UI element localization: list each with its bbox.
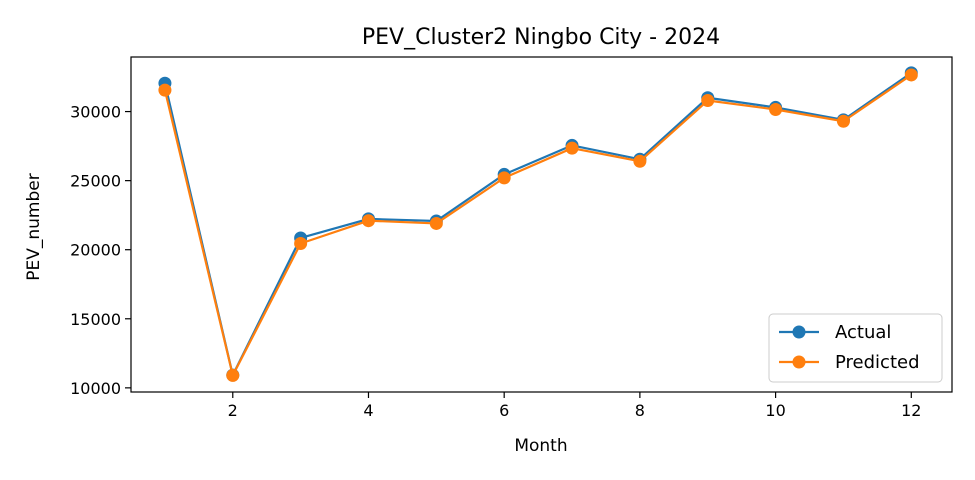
legend-label-predicted: Predicted [835, 352, 920, 373]
y-tick-label: 30000 [70, 103, 121, 122]
x-axis-label: Month [514, 436, 567, 456]
series-line-actual [163, 71, 912, 377]
x-tick-label: 2 [228, 401, 238, 420]
data-point-predicted [158, 83, 172, 97]
x-tick-label: 10 [765, 401, 785, 420]
chart-title: PEV_Cluster2 Ningbo City - 2024 [362, 25, 720, 50]
data-point-predicted [361, 214, 375, 228]
y-tick-label: 20000 [70, 241, 121, 260]
x-tick-label: 6 [499, 401, 509, 420]
data-point-predicted [769, 102, 783, 116]
plot-area: 2 4 6 8 10 12 10000 15000 20000 25000 30000 [70, 56, 953, 420]
y-tick-label: 15000 [70, 310, 121, 329]
data-point-predicted [565, 141, 579, 155]
x-tick-label: 12 [901, 401, 921, 420]
data-point-predicted [633, 154, 647, 168]
x-tick-label: 4 [363, 401, 373, 420]
y-axis-label: PEV_number [24, 173, 44, 280]
y-tick-label: 25000 [70, 172, 121, 191]
legend-marker-predicted [792, 355, 806, 369]
data-point-predicted [701, 94, 715, 108]
x-tick-label: 8 [635, 401, 645, 420]
data-point-predicted [497, 171, 511, 185]
plot-frame [130, 56, 953, 393]
data-point-predicted [429, 216, 443, 230]
legend-marker-actual [792, 325, 806, 339]
y-tick-label: 10000 [70, 379, 121, 398]
legend: Actual Predicted [768, 313, 943, 383]
data-point-predicted [294, 236, 308, 250]
data-point-predicted [226, 368, 240, 382]
series-line-predicted [163, 74, 912, 377]
data-point-predicted [836, 114, 850, 128]
data-point-predicted [904, 68, 918, 82]
legend-label-actual: Actual [835, 322, 891, 343]
